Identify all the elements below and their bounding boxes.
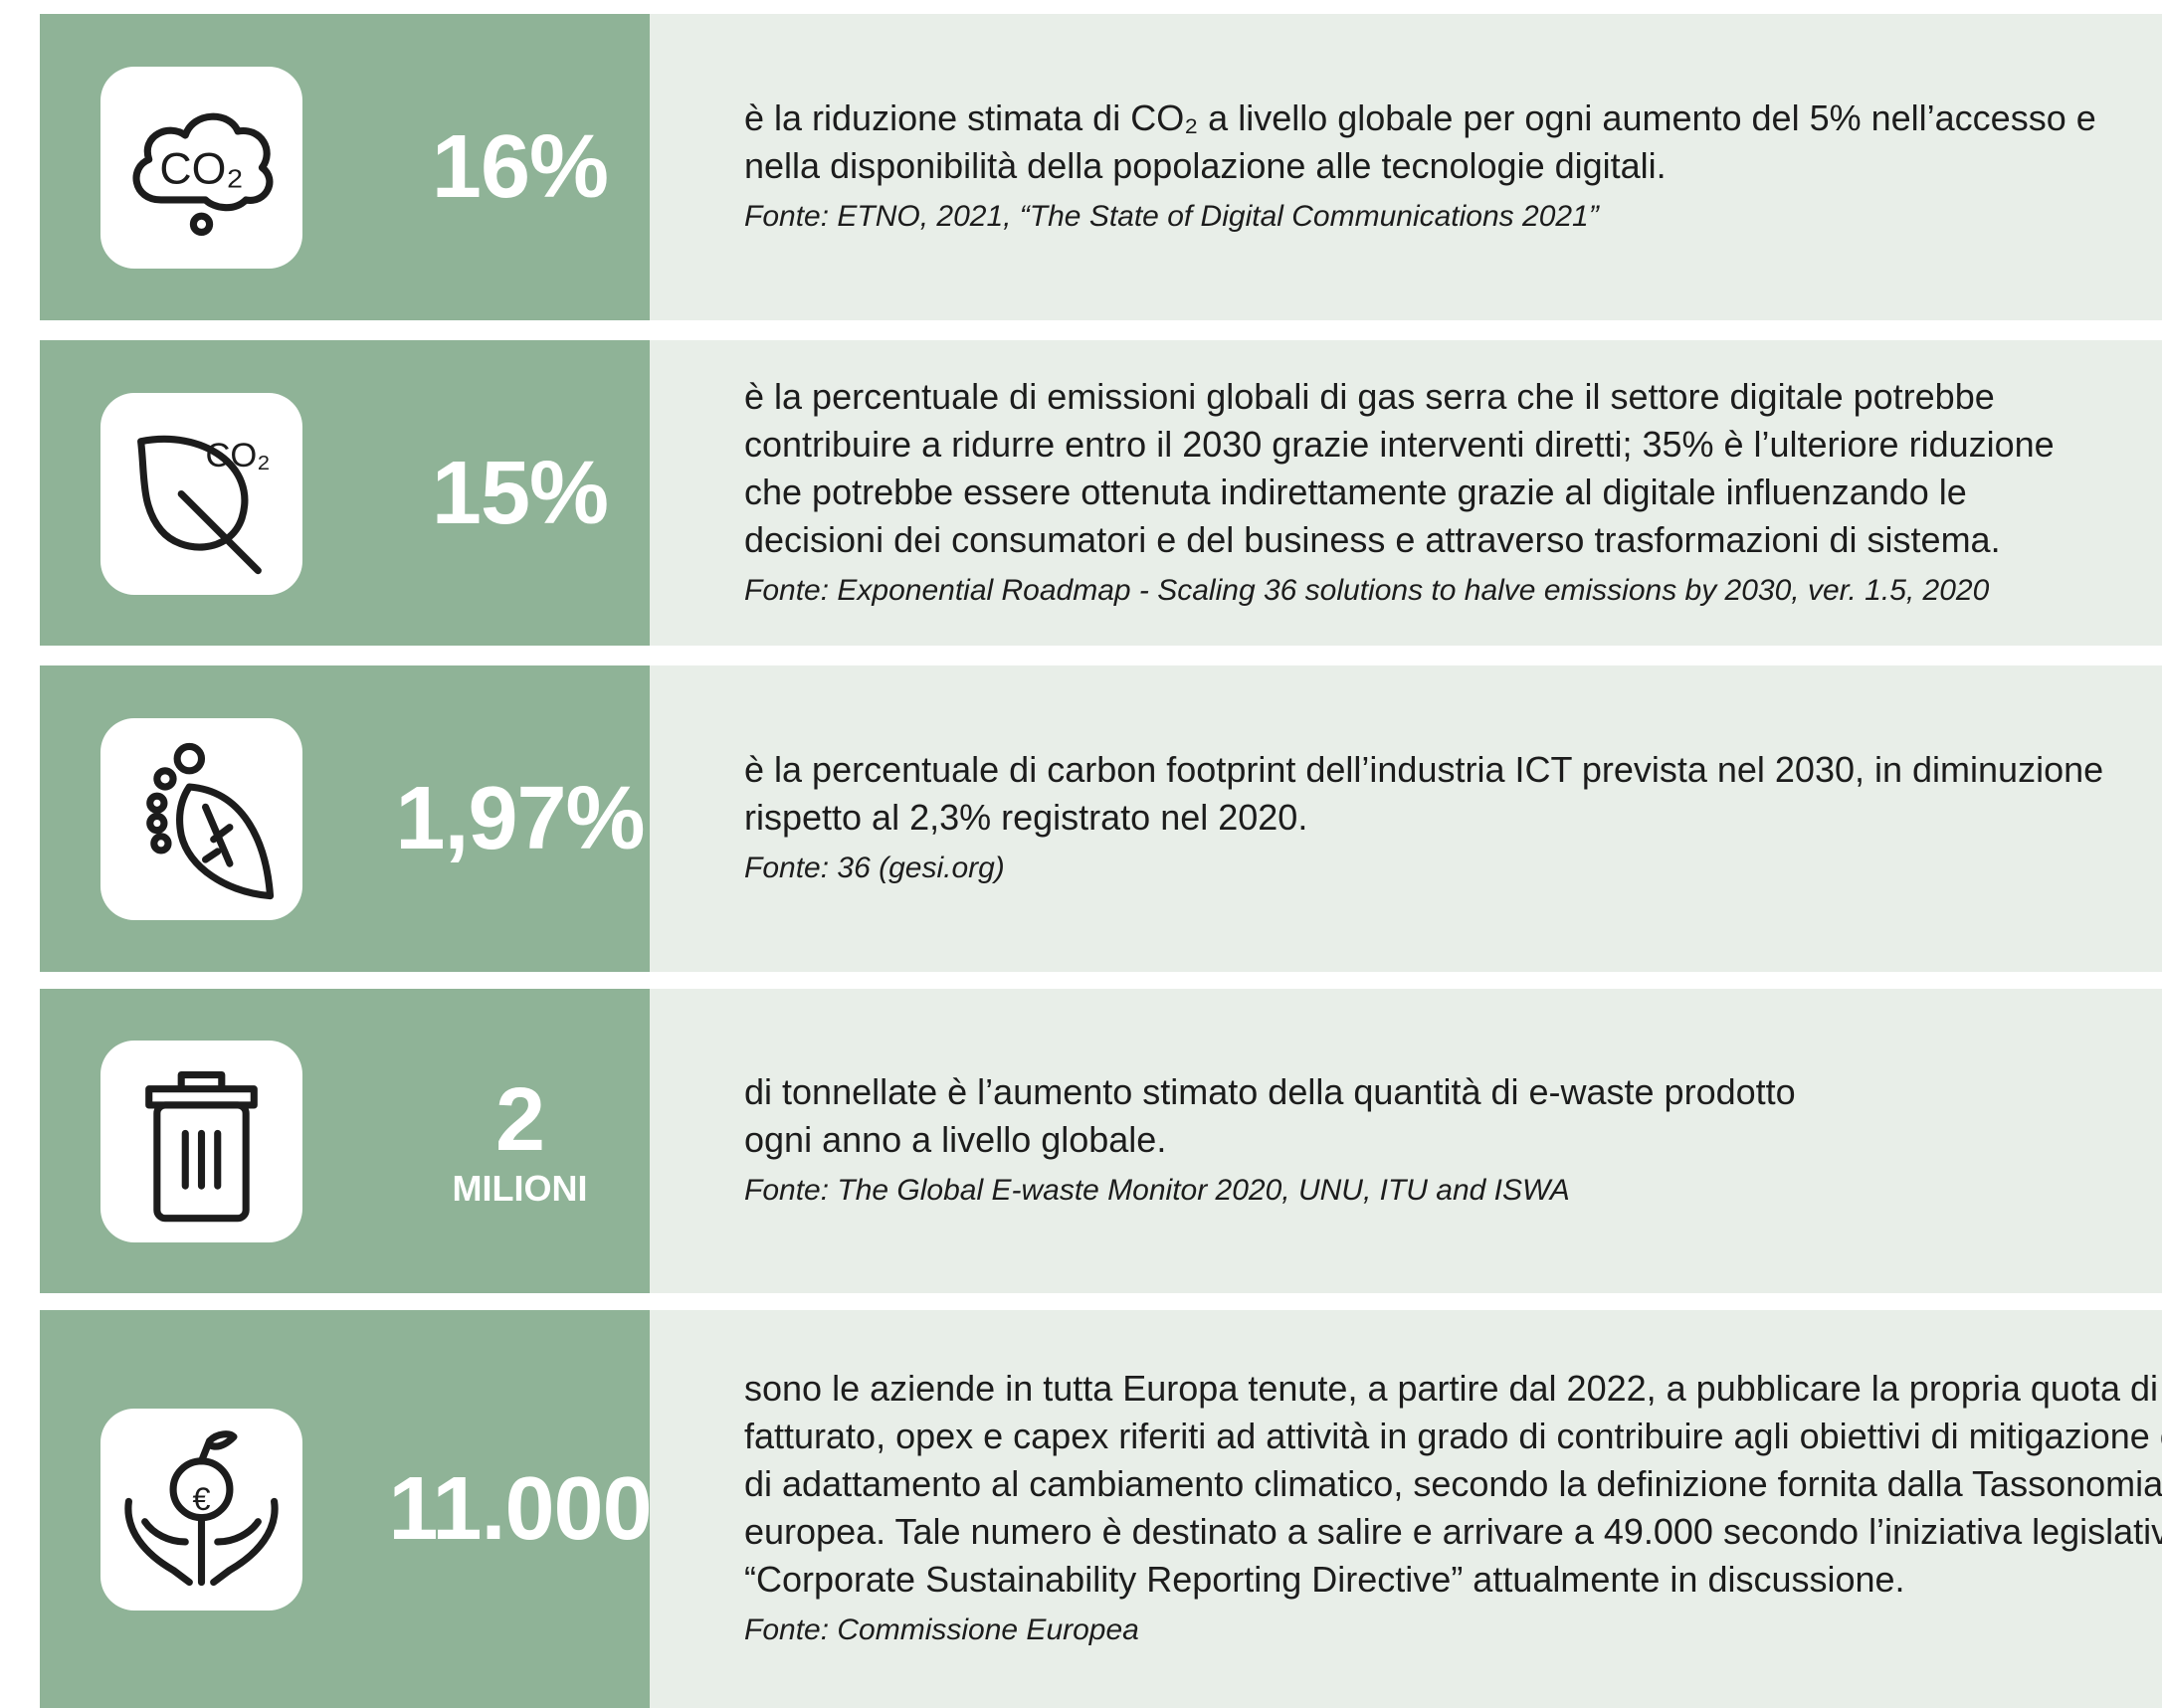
text-line: di tonnellate è l’aumento stimato della … — [744, 1071, 1796, 1112]
icon-shape — [177, 489, 262, 574]
text-line: è la riduzione stimata di CO₂ a livello … — [744, 97, 2096, 138]
icon-shape — [189, 212, 214, 237]
stat-text: è la percentuale di emissioni globali di… — [650, 340, 2162, 646]
icon-label: CO₂ — [205, 437, 270, 474]
text-line: sono le aziende in tutta Europa tenute, … — [744, 1368, 2158, 1409]
text-line: ogni anno a livello globale. — [744, 1119, 1167, 1160]
stat-number: 1,97% — [338, 774, 701, 863]
text-line: europea. Tale numero è destinato a salir… — [744, 1511, 2162, 1552]
icon-box — [100, 1041, 302, 1242]
text-line: “Corporate Sustainability Reporting Dire… — [744, 1559, 1905, 1600]
text-line: di adattamento al cambiamento climatico,… — [744, 1463, 2162, 1504]
icon-shape — [132, 112, 274, 212]
icon-shape: CO₂ — [137, 435, 271, 574]
text-line: fatturato, opex e capex riferiti ad atti… — [744, 1416, 2162, 1456]
stat-panel: €11.000 — [40, 1310, 653, 1708]
stat-row: 1,97% è la percentuale di carbon footprin… — [40, 665, 2162, 972]
stat-number: 11.000 — [338, 1464, 701, 1554]
icon-shape — [137, 435, 249, 551]
stat-value: 11.000 — [388, 1459, 652, 1559]
icon-shape — [153, 767, 177, 791]
text-line: nella disponibilità della popolazione al… — [744, 145, 1667, 186]
icon-shape — [145, 1070, 258, 1223]
stat-row: CO₂ 15% è la percentuale di emissioni glob… — [40, 340, 2162, 646]
text-line: è la percentuale di carbon footprint del… — [744, 749, 2104, 790]
source: Fonte: 36 (gesi.org) — [744, 852, 1005, 884]
text-line: rispetto al 2,3% registrato nel 2020. — [744, 797, 1308, 838]
stat-number: 2 MILIONI — [338, 1075, 701, 1207]
icon-box — [100, 718, 302, 920]
source: Fonte: ETNO, 2021, “The State of Digital… — [744, 200, 1599, 233]
icon-label: € — [192, 1481, 210, 1517]
text-line: decisioni dei consumatori e del business… — [744, 518, 2001, 560]
stat-value: 2 — [494, 1070, 545, 1170]
icon-shape — [146, 812, 168, 835]
stat-panel: 1,97% — [40, 665, 650, 972]
icon-shape — [124, 1430, 279, 1587]
stat-number: 15% — [338, 449, 701, 538]
icon-shape: CO₂ — [132, 112, 274, 237]
stat-panel: 2 MILIONI — [40, 989, 650, 1293]
source: Fonte: The Global E-waste Monitor 2020, … — [744, 1174, 1570, 1207]
stat-row: 2 MILIONI di tonnellate è l’aumento stimat… — [40, 989, 2162, 1293]
stat-text: è la riduzione stimata di CO₂ a livello … — [650, 14, 2162, 320]
stat-value: 15% — [431, 443, 609, 543]
text-line: che potrebbe essere ottenuta indirettame… — [744, 471, 1967, 512]
icon-shape — [146, 792, 168, 814]
text-line: contribuire a ridurre entro il 2030 graz… — [744, 423, 2055, 465]
icon-label: CO₂ — [159, 144, 243, 193]
stat-panel: CO₂ 15% — [40, 340, 650, 646]
stat-row: €11.000 sono le aziende in tutta Europa t… — [40, 1310, 2162, 1708]
icon-shape — [150, 833, 172, 854]
stat-unit: MILIONI — [452, 1168, 588, 1209]
source: Fonte: Commissione Europea — [744, 1613, 1139, 1646]
stat-row: CO₂ 16% è la riduzione stimata di CO₂ a li… — [40, 14, 2162, 320]
icon-shape — [146, 742, 275, 900]
icon-shape: € — [124, 1430, 279, 1587]
icon-box: CO₂ — [100, 392, 302, 595]
icon-box: € — [100, 1409, 302, 1611]
stat-number: 16% — [338, 122, 701, 212]
stat-value: 16% — [431, 117, 609, 217]
text-line: è la percentuale di emissioni globali di… — [744, 375, 1995, 417]
icon-shape — [173, 742, 206, 775]
icon-box: CO₂ — [100, 67, 302, 269]
icon-shape — [202, 803, 234, 867]
icon-shape — [145, 1070, 258, 1190]
stat-value: 1,97% — [395, 769, 645, 868]
stat-text: è la percentuale di carbon footprint del… — [650, 665, 2162, 972]
icon-shape — [176, 783, 275, 900]
stat-text: sono le aziende in tutta Europa tenute, … — [650, 1310, 2162, 1708]
source: Fonte: Exponential Roadmap - Scaling 36 … — [744, 573, 1990, 607]
stat-panel: CO₂ 16% — [40, 14, 650, 320]
stat-text: di tonnellate è l’aumento stimato della … — [650, 989, 2162, 1293]
